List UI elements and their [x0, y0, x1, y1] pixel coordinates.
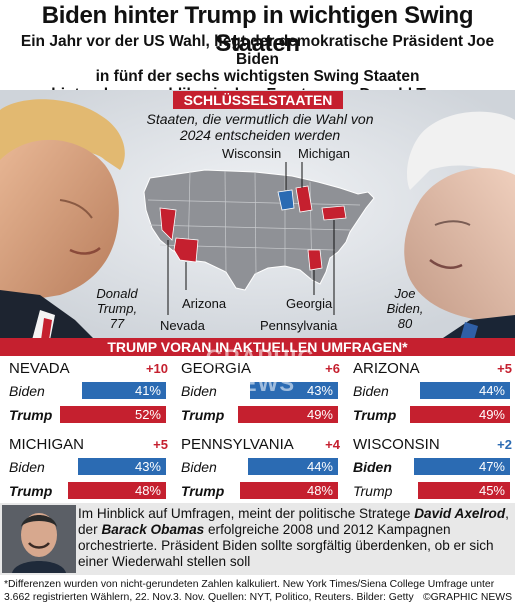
axelrod-text-part: erfolgreiche 2008 und 2012 Kampagnen orc… [78, 522, 494, 569]
state-name: NEVADA [9, 360, 70, 377]
lead-margin: +10 [145, 361, 168, 376]
candidate-name: Biden [353, 459, 392, 475]
hero-caption: Staaten, die vermutlich die Wahl von 202… [120, 111, 400, 143]
subtitle-line: in fünf der sechs wichtigsten Swing Staa… [95, 68, 420, 85]
page-title: Biden hinter Trump in wichtigen Swing St… [41, 2, 474, 57]
biden-name-line1: Joe [394, 286, 416, 301]
candidate-name: Biden [181, 383, 217, 399]
footer-copyright: ©GRAPHIC NEWS [422, 592, 512, 603]
map-label-michigan: Michigan [298, 146, 351, 161]
map-label-georgia: Georgia [286, 296, 333, 311]
map-label-wisconsin: Wisconsin [222, 146, 282, 161]
poll-panel-wisconsin: WISCONSIN +2 Biden 47% Trump 45% [348, 436, 514, 506]
poll-bar-trump: 49% [410, 406, 510, 423]
poll-bar-biden: 43% [78, 458, 166, 475]
michigan-shape [295, 185, 313, 213]
poll-bar-trump: 48% [240, 482, 338, 499]
candidate-name: Trump [9, 407, 53, 423]
poll-bar-biden: 44% [420, 382, 510, 399]
candidate-name: Trump [181, 407, 225, 423]
watermark: GRAPHIC NEWS [205, 345, 315, 396]
hero-panel [0, 90, 515, 340]
poll-panel-arizona: ARIZONA +5 Biden 44% Trump 49% [348, 360, 514, 430]
footer-sources: 3.662 registrierten Wählern, 22. Nov.3. … [4, 592, 414, 603]
axelrod-name: David Axelrod [414, 506, 506, 521]
axelrod-box [0, 503, 515, 575]
poll-panel-pennsylvania: PENNSYLVANIA +4 Biden 44% Trump 48% [176, 436, 342, 506]
georgia-shape [307, 249, 323, 271]
trump-age: 77 [109, 316, 125, 331]
hero-caption-line: Staaten, die vermutlich die Wahl von [146, 111, 374, 127]
map-label-pennsylvania: Pennsylvania [260, 318, 338, 333]
poll-panel-georgia: GEORGIA +6 Biden 43% Trump 49% [176, 360, 342, 430]
axelrod-text: Im Hinblick auf Umfragen, meint der poli… [78, 506, 512, 570]
state-name: WISCONSIN [353, 436, 440, 453]
biden-name-line2: Biden, [386, 301, 424, 316]
obama-name: Barack Obamas [101, 522, 205, 537]
candidate-name: Biden [181, 459, 217, 475]
footer: *Differenzen wurden von nicht-gerundeten… [4, 578, 512, 604]
wisconsin-shape [277, 189, 295, 211]
lead-margin: +6 [325, 361, 340, 376]
map-label-nevada: Nevada [160, 318, 205, 333]
candidate-name: Trump [353, 483, 393, 499]
candidate-name: Biden [9, 459, 45, 475]
footer-line: *Differenzen wurden von nicht-gerundeten… [4, 579, 495, 590]
nevada-shape [159, 207, 177, 241]
trump-caption: Donald Trump, 77 [82, 286, 152, 331]
poll-bar-trump: 52% [60, 406, 166, 423]
poll-bar-trump: 48% [68, 482, 166, 499]
candidate-name: Trump [353, 407, 397, 423]
poll-bar-biden: 43% [250, 382, 338, 399]
candidate-name: Trump [9, 483, 53, 499]
hero-caption-line: 2024 entscheiden werden [179, 126, 341, 143]
trump-portrait [0, 99, 125, 340]
axelrod-photo [2, 505, 76, 573]
poll-bar-trump: 45% [418, 482, 510, 499]
lead-margin: +2 [497, 437, 512, 452]
us-map [143, 162, 375, 315]
hero-illustration [0, 90, 515, 340]
candidate-name: Trump [181, 483, 225, 499]
trump-name-line1: Donald [96, 286, 138, 301]
poll-banner: TRUMP VORAN IN AKTUELLEN UMFRAGEN* [0, 338, 515, 356]
footer-line: 3.662 registrierten Wählern, 22. Nov.3. … [4, 591, 512, 604]
lead-margin: +4 [325, 437, 340, 452]
map-label-arizona: Arizona [182, 296, 227, 311]
poll-bar-biden: 44% [248, 458, 338, 475]
lead-margin: +5 [153, 437, 168, 452]
candidate-name: Biden [353, 383, 389, 399]
subtitle-line: Ein Jahr vor der US Wahl, liegt der demo… [20, 33, 495, 68]
poll-bar-biden: 41% [82, 382, 166, 399]
pennsylvania-shape [321, 205, 347, 221]
state-name: ARIZONA [353, 360, 420, 377]
poll-bar-trump: 49% [238, 406, 338, 423]
axelrod-text-part: Im Hinblick auf Umfragen, meint der poli… [78, 506, 415, 521]
lead-margin: +5 [497, 361, 512, 376]
axelrod-text-part: , der [78, 506, 509, 537]
arizona-shape [173, 237, 199, 263]
poll-panel-michigan: MICHIGAN +5 Biden 43% Trump 48% [4, 436, 170, 506]
poll-bar-biden: 47% [414, 458, 510, 475]
state-name: PENNSYLVANIA [181, 436, 294, 453]
state-name: MICHIGAN [9, 436, 84, 453]
trump-name-line2: Trump, [96, 301, 138, 316]
biden-age: 80 [397, 316, 413, 331]
biden-portrait [404, 111, 515, 340]
poll-panel-nevada: NEVADA +10 Biden 41% Trump 52% [4, 360, 170, 430]
state-name: GEORGIA [181, 360, 252, 377]
biden-caption: Joe Biden, 80 [370, 286, 440, 331]
candidate-name: Biden [9, 383, 45, 399]
key-states-banner: SCHLÜSSELSTAATEN [173, 91, 343, 109]
